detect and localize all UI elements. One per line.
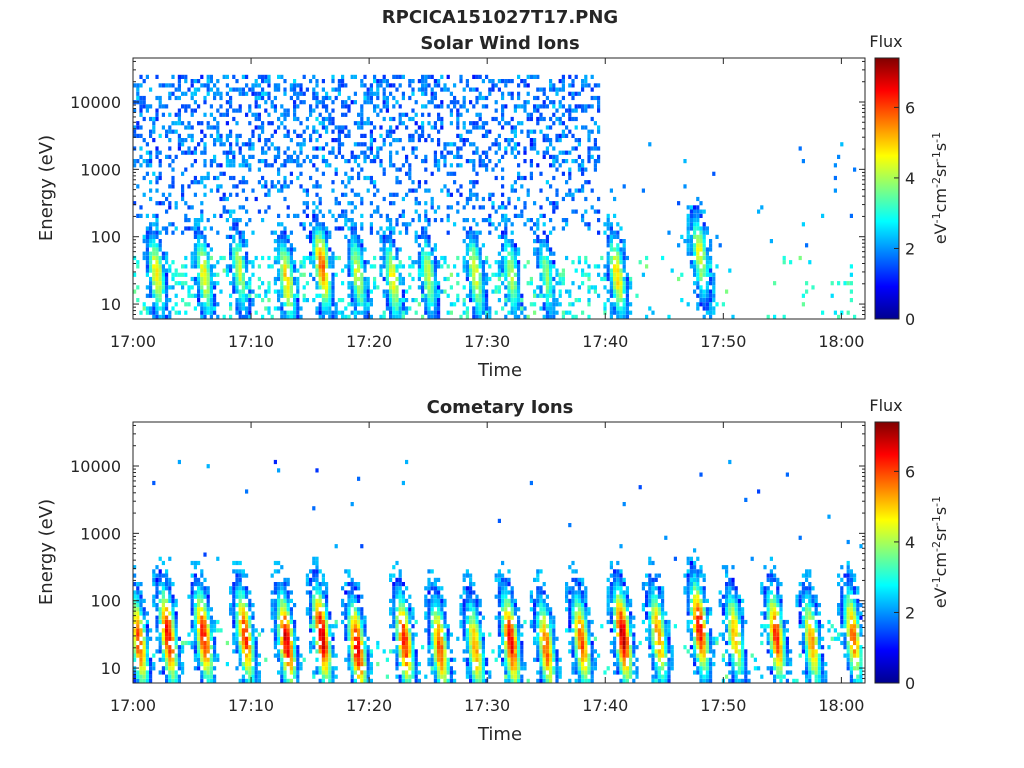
solar-wind-panel: Solar Wind Ions Time Energy (eV) 17:00 17… [36, 32, 950, 381]
colorbar-tick-label: 0 [905, 310, 915, 329]
x-tick-label: 17:50 [700, 696, 746, 715]
x-tick-label: 17:40 [582, 696, 628, 715]
colorbar-scale-cometary [874, 421, 900, 684]
colorbar-tick-label: 2 [905, 603, 915, 622]
y-tick-label: 10000 [70, 93, 121, 112]
axes-cometary: 17:00 17:10 17:20 17:30 17:40 17:50 18:00 10 100… [70, 421, 866, 715]
plot-frame [132, 421, 866, 684]
colorbar-label-cometary: eV-1cm-2sr-1s-1 [930, 496, 950, 608]
y-tick-label: 1000 [80, 524, 121, 543]
x-tick-label: 17:10 [228, 696, 274, 715]
y-axis-label-solar-wind: Energy (eV) [36, 135, 57, 241]
y-tick-label: 10000 [70, 457, 121, 476]
y-tick-label: 100 [90, 228, 121, 247]
colorbar-tick-label: 2 [905, 239, 915, 258]
y-tick-label: 10 [101, 295, 121, 314]
axes-solar-wind: 17:00 17:10 17:20 17:30 17:40 17:50 18:00 10 100… [70, 57, 866, 351]
page-title: RPCICA151027T17.PNG [381, 7, 619, 28]
colorbar-tick-label: 6 [905, 98, 915, 117]
panel-title-cometary: Cometary Ions [427, 397, 574, 418]
colorbar-tick-label: 4 [905, 169, 915, 188]
x-tick-label: 17:00 [110, 332, 156, 351]
cometary-panel: Cometary Ions Time Energy (eV) 17:00 17:1… [36, 396, 950, 745]
x-tick-label: 17:10 [228, 332, 274, 351]
y-tick-label: 100 [90, 592, 121, 611]
colorbar-title-cometary: Flux [869, 396, 902, 415]
colorbar-cometary: Flux eV-1cm-2sr-1s-1 0 2 4 6 [869, 396, 950, 693]
x-tick-label: 17:00 [110, 696, 156, 715]
x-axis-label-cometary: Time [477, 724, 522, 745]
colorbar-solar-wind: Flux eV-1cm-2sr-1s-1 0 2 4 6 [869, 32, 950, 329]
colorbar-tick-label: 4 [905, 533, 915, 552]
colorbar-scale-solar-wind [874, 57, 900, 320]
x-tick-label: 17:30 [464, 332, 510, 351]
x-tick-label: 17:40 [582, 332, 628, 351]
y-axis-label-cometary: Energy (eV) [36, 499, 57, 605]
colorbar-tick-label: 0 [905, 674, 915, 693]
colorbar-label-solar-wind: eV-1cm-2sr-1s-1 [930, 132, 950, 244]
x-tick-label: 17:20 [346, 696, 392, 715]
x-tick-label: 18:00 [818, 696, 864, 715]
plot-frame [132, 57, 866, 320]
x-axis-label-solar-wind: Time [477, 360, 522, 381]
x-tick-label: 18:00 [818, 332, 864, 351]
y-tick-label: 1000 [80, 160, 121, 179]
colorbar-tick-label: 6 [905, 462, 915, 481]
x-tick-label: 17:50 [700, 332, 746, 351]
colorbar-title-solar-wind: Flux [869, 32, 902, 51]
panel-title-solar-wind: Solar Wind Ions [420, 33, 579, 54]
spectrogram-solar-wind [133, 74, 857, 319]
x-tick-label: 17:20 [346, 332, 392, 351]
spectrogram-cometary [133, 459, 863, 683]
y-tick-label: 10 [101, 659, 121, 678]
x-tick-label: 17:30 [464, 696, 510, 715]
